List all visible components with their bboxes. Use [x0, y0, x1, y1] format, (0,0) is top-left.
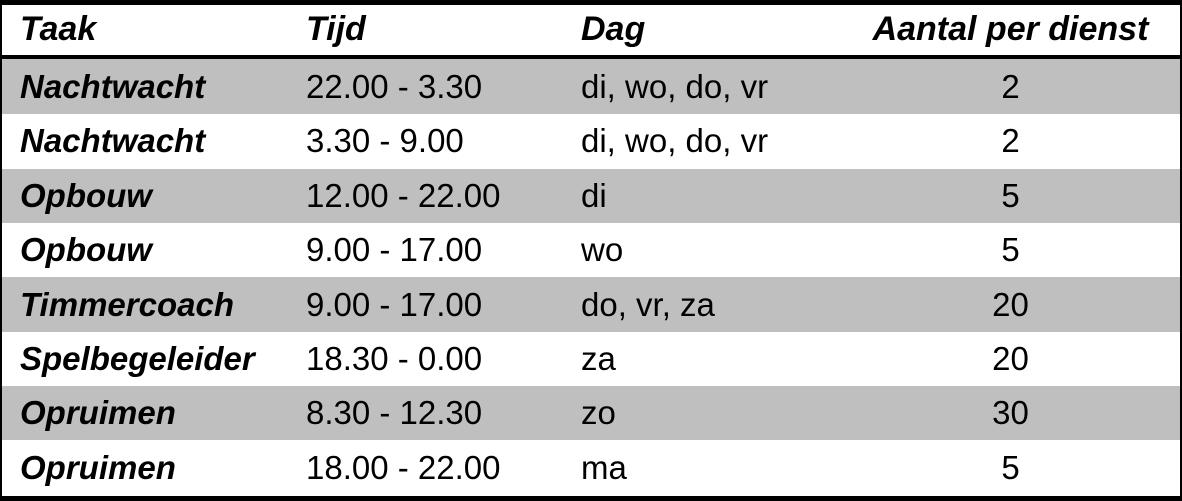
cell-dag: di, wo, do, vr — [563, 57, 841, 115]
cell-tijd: 9.00 - 17.00 — [288, 222, 563, 278]
cell-tijd: 18.30 - 0.00 — [288, 331, 563, 387]
table-row: Opbouw 12.00 - 22.00 di 5 — [1, 168, 1181, 223]
cell-dag: za — [563, 331, 841, 387]
table-row: Timmercoach 9.00 - 17.00 do, vr, za 20 — [1, 277, 1181, 332]
cell-tijd: 12.00 - 22.00 — [288, 168, 563, 223]
cell-taak: Nachtwacht — [1, 57, 288, 115]
cell-dag: do, vr, za — [563, 277, 841, 332]
cell-aantal: 5 — [841, 168, 1181, 223]
cell-aantal: 20 — [841, 277, 1181, 332]
cell-dag: di, wo, do, vr — [563, 114, 841, 169]
cell-taak: Opbouw — [1, 222, 288, 278]
cell-taak: Nachtwacht — [1, 114, 288, 169]
table-row: Spelbegeleider 18.30 - 0.00 za 20 — [1, 331, 1181, 387]
cell-aantal: 20 — [841, 331, 1181, 387]
table-row: Opruimen 18.00 - 22.00 ma 5 — [1, 440, 1181, 499]
cell-aantal: 30 — [841, 386, 1181, 441]
cell-tijd: 3.30 - 9.00 — [288, 114, 563, 169]
table-row: Opruimen 8.30 - 12.30 zo 30 — [1, 386, 1181, 441]
cell-taak: Spelbegeleider — [1, 331, 288, 387]
cell-aantal: 2 — [841, 114, 1181, 169]
cell-tijd: 8.30 - 12.30 — [288, 386, 563, 441]
cell-aantal: 5 — [841, 440, 1181, 499]
cell-aantal: 5 — [841, 222, 1181, 278]
column-header-taak: Taak — [1, 2, 288, 59]
cell-aantal: 2 — [841, 57, 1181, 115]
cell-taak: Timmercoach — [1, 277, 288, 332]
cell-dag: di — [563, 168, 841, 223]
table-row: Nachtwacht 3.30 - 9.00 di, wo, do, vr 2 — [1, 114, 1181, 169]
table-row: Opbouw 9.00 - 17.00 wo 5 — [1, 222, 1181, 278]
column-header-tijd: Tijd — [288, 2, 563, 59]
cell-taak: Opruimen — [1, 386, 288, 441]
cell-taak: Opbouw — [1, 168, 288, 223]
cell-dag: zo — [563, 386, 841, 441]
column-header-aantal: Aantal per dienst — [841, 2, 1181, 59]
cell-tijd: 18.00 - 22.00 — [288, 440, 563, 499]
cell-tijd: 9.00 - 17.00 — [288, 277, 563, 332]
cell-tijd: 22.00 - 3.30 — [288, 57, 563, 115]
cell-taak: Opruimen — [1, 440, 288, 499]
table-header-row: Taak Tijd Dag Aantal per dienst — [1, 2, 1181, 59]
cell-dag: ma — [563, 440, 841, 499]
cell-dag: wo — [563, 222, 841, 278]
column-header-dag: Dag — [563, 2, 841, 59]
table-row: Nachtwacht 22.00 - 3.30 di, wo, do, vr 2 — [1, 57, 1181, 115]
